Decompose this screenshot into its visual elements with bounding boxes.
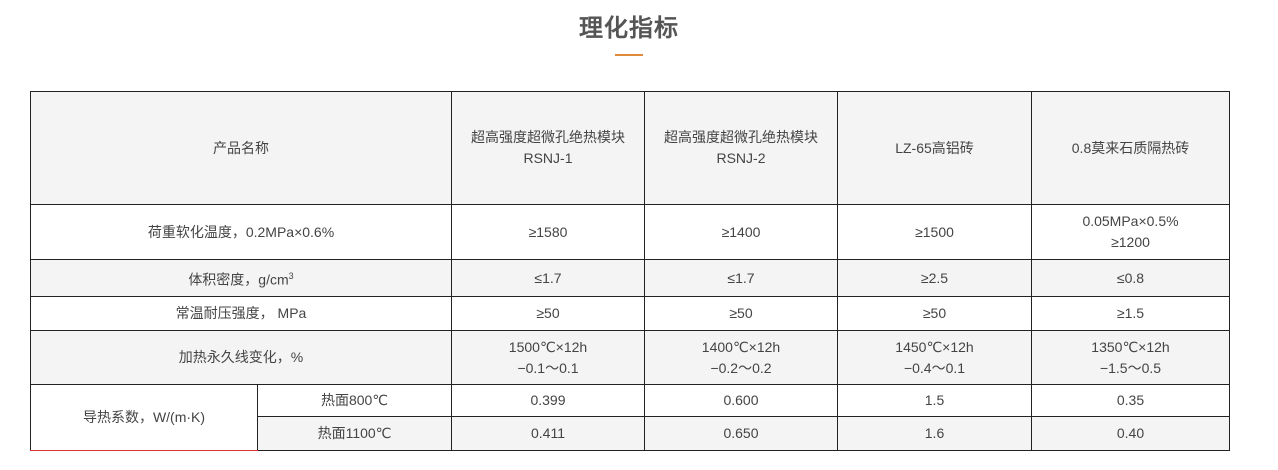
product-header: 0.8莫来石质隔热砖 [1031, 91, 1230, 205]
product-code: RSNJ-2 [716, 150, 766, 166]
cell: ≥1500 [837, 204, 1032, 260]
row-label: 加热永久线变化，% [30, 330, 452, 385]
cell-line: −1.5～0.5 [1099, 359, 1162, 376]
cell: ≤1.7 [451, 259, 645, 297]
sub-label: 热面1100℃ [257, 416, 452, 451]
cell-line: −0.1～0.1 [517, 359, 579, 376]
cell: 0.600 [644, 384, 838, 417]
cell-line: 1400℃×12h [701, 338, 781, 355]
table-row: 体积密度，g/cm3 ≤1.7 ≤1.7 ≥2.5 ≤0.8 [30, 259, 1230, 297]
product-header: LZ-65高铝砖 [837, 91, 1032, 205]
product-name: 0.8莫来石质隔热砖 [1071, 139, 1190, 156]
cell-line: −0.2～0.2 [710, 359, 772, 376]
cell: 1.5 [837, 384, 1032, 417]
row-label: 体积密度，g/cm3 [30, 259, 452, 297]
cell-line: 1500℃×12h [508, 338, 588, 355]
header-row: 产品名称 超高强度超微孔绝热模块 RSNJ-1 超高强度超微孔绝热模块 RSNJ-2… [30, 91, 1230, 205]
product-name: 超高强度超微孔绝热模块 [664, 129, 818, 145]
row-label: 常温耐压强度， MPa [30, 296, 452, 331]
cell: 0.05MPa×0.5% ≥1200 [1031, 204, 1230, 260]
header-label: 产品名称 [30, 91, 452, 205]
row-label-text: 体积密度，g/cm [188, 271, 289, 288]
cell: ≥2.5 [837, 259, 1032, 297]
table-row: 热面1100℃ 0.411 0.650 1.6 0.40 [31, 416, 1230, 451]
table-row: 常温耐压强度， MPa ≥50 ≥50 ≥50 ≥1.5 [30, 296, 1230, 331]
cell: 1400℃×12h −0.2～0.2 [644, 330, 838, 385]
title-underline [615, 54, 643, 56]
product-name: LZ-65高铝砖 [895, 139, 974, 156]
row-label: 导热系数，W/(m·K) [30, 384, 258, 451]
cell: ≥50 [644, 296, 838, 331]
cell: 0.40 [1031, 416, 1230, 451]
cell: ≥1580 [451, 204, 645, 260]
cell: 1.6 [837, 416, 1032, 451]
sub-label: 热面800℃ [257, 384, 452, 417]
cell: 0.650 [644, 416, 838, 451]
product-header: 超高强度超微孔绝热模块 RSNJ-2 [644, 91, 838, 205]
cell: 0.399 [451, 384, 645, 417]
cell: ≥50 [451, 296, 645, 331]
properties-table: 产品名称 超高强度超微孔绝热模块 RSNJ-1 超高强度超微孔绝热模块 RSNJ-2… [30, 91, 1230, 451]
cell-line: 1350℃×12h [1091, 338, 1170, 355]
cell: 1350℃×12h −1.5～0.5 [1031, 330, 1230, 385]
product-code: RSNJ-1 [523, 150, 573, 166]
page-title: 理化指标 [579, 15, 679, 42]
cell: 0.411 [451, 416, 645, 451]
cell-line: ≥1200 [1111, 234, 1150, 250]
cell-line: −0.4～0.1 [903, 359, 966, 376]
cell: 1450℃×12h −0.4～0.1 [837, 330, 1032, 385]
product-name: 超高强度超微孔绝热模块 [471, 129, 625, 145]
cell-line: 1450℃×12h [895, 338, 974, 355]
cell: ≥1400 [644, 204, 838, 260]
cell: ≥1.5 [1031, 296, 1230, 331]
cell: ≥50 [837, 296, 1032, 331]
table-row: 加热永久线变化，% 1500℃×12h −0.1～0.1 1400℃×12h −0.… [30, 330, 1230, 385]
table-row: 荷重软化温度，0.2MPa×0.6% ≥1580 ≥1400 ≥1500 0.0… [30, 204, 1230, 260]
product-header: 超高强度超微孔绝热模块 RSNJ-1 [451, 91, 645, 205]
table-row: 导热系数，W/(m·K) 热面800℃ 0.399 0.600 1.5 0.35 [30, 384, 1230, 451]
cell: ≤1.7 [644, 259, 838, 297]
row-label: 荷重软化温度，0.2MPa×0.6% [30, 204, 452, 260]
cell-line: 0.05MPa×0.5% [1082, 213, 1179, 229]
superscript: 3 [288, 270, 294, 281]
cell: ≤0.8 [1031, 259, 1230, 297]
cell: 1500℃×12h −0.1～0.1 [451, 330, 645, 385]
cell: 0.35 [1031, 384, 1230, 417]
